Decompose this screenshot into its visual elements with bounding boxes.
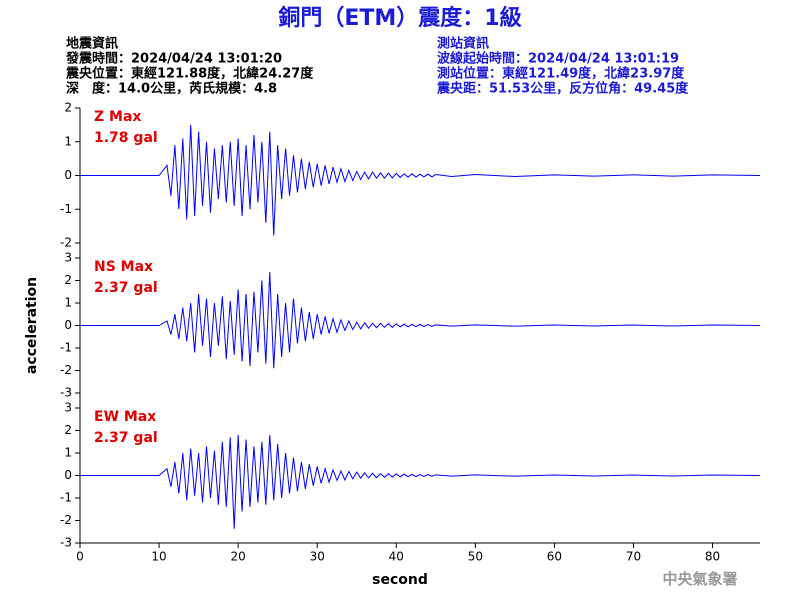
waveform: [80, 124, 761, 236]
y-tick-label: 0: [64, 318, 72, 332]
y-tick-label: -1: [60, 202, 72, 216]
info-line: 地震資訊: [66, 36, 118, 52]
y-tick-label: -3: [60, 536, 72, 550]
max-label: NS Max: [94, 259, 153, 275]
x-tick-label: 20: [230, 550, 245, 564]
x-tick-label: 60: [547, 550, 562, 564]
y-tick-label: 1: [64, 446, 72, 460]
info-line: 測站位置：東經121.49度，北緯23.97度: [437, 66, 685, 82]
y-tick-label: 3: [64, 401, 72, 415]
y-tick-label: 1: [64, 296, 72, 310]
info-line: 發震時間：2024/04/24 13:01:20: [65, 51, 282, 67]
y-tick-label: -1: [60, 341, 72, 355]
x-tick-label: 70: [626, 550, 641, 564]
max-label: Z Max: [94, 109, 141, 125]
y-axis-label: acceleration: [24, 277, 40, 374]
y-tick-label: -3: [60, 386, 72, 400]
y-tick-label: -1: [60, 491, 72, 505]
max-label: 2.37 gal: [94, 280, 158, 296]
x-axis-label: second: [372, 572, 428, 588]
chart-title: 銅門（ETM）震度：1級: [278, 5, 521, 31]
x-tick-label: 10: [151, 550, 166, 564]
y-tick-label: 1: [64, 134, 72, 148]
watermark: 中央氣象署: [662, 570, 737, 588]
info-line: 測站資訊: [437, 36, 489, 52]
y-tick-label: -2: [60, 236, 72, 250]
x-tick-label: 30: [310, 550, 325, 564]
y-tick-label: 2: [64, 101, 72, 115]
x-tick-label: 40: [389, 550, 404, 564]
max-label: 2.37 gal: [94, 430, 158, 446]
x-tick-label: 80: [705, 550, 720, 564]
waveform: [80, 272, 761, 369]
y-tick-label: 2: [64, 423, 72, 437]
info-line: 震央距：51.53公里，反方位角：49.45度: [436, 81, 689, 97]
info-line: 深 度：14.0公里，芮氏規模：4.8: [66, 81, 277, 97]
y-tick-label: 0: [64, 168, 72, 182]
max-label: EW Max: [94, 409, 156, 425]
y-tick-label: -2: [60, 363, 72, 377]
y-tick-label: 0: [64, 468, 72, 482]
y-tick-label: 2: [64, 273, 72, 287]
info-line: 波線起始時間：2024/04/24 13:01:19: [437, 51, 679, 67]
x-tick-label: 0: [76, 550, 84, 564]
x-tick-label: 50: [468, 550, 483, 564]
y-tick-label: 3: [64, 251, 72, 265]
waveform: [80, 434, 761, 529]
max-label: 1.78 gal: [94, 130, 158, 146]
y-tick-label: -2: [60, 513, 72, 527]
info-line: 震央位置：東經121.88度，北緯24.27度: [65, 66, 314, 82]
